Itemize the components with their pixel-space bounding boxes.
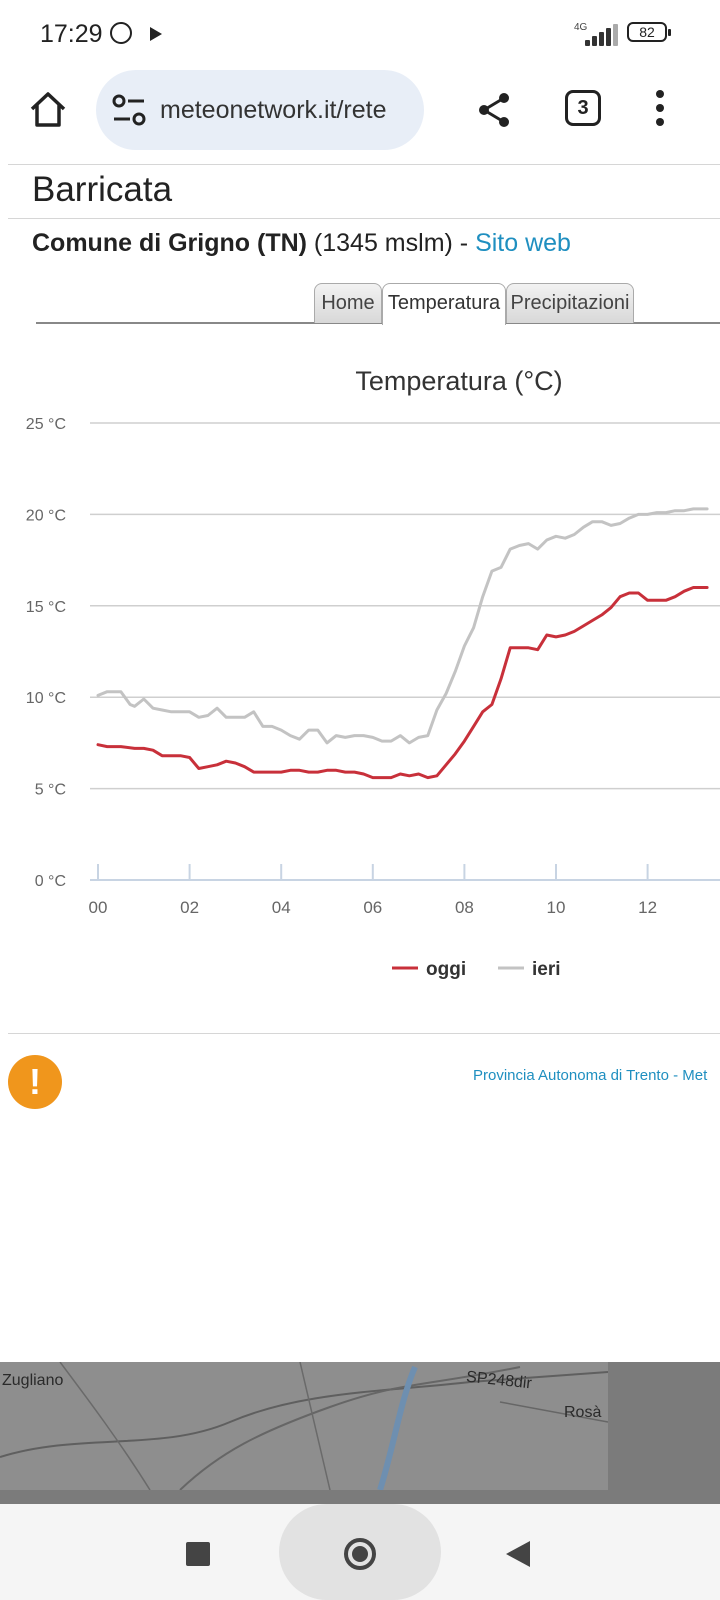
altitude: (1345 mslm) - [313, 229, 469, 257]
back-button[interactable] [506, 1541, 530, 1567]
browser-toolbar: meteonetwork.it/rete 3 [0, 66, 720, 156]
y-tick-label: 10 °C [26, 690, 66, 707]
website-link[interactable]: Sito web [475, 229, 571, 257]
home-button[interactable] [344, 1538, 376, 1570]
legend-label-ieri: ieri [532, 959, 561, 980]
x-tick-label: 12 [638, 898, 657, 917]
divider [8, 164, 720, 165]
network-type: 4G [574, 22, 588, 33]
map-label: Rosà [564, 1404, 602, 1421]
source-credit-link[interactable]: Provincia Autonoma di Trento - Met [473, 1067, 708, 1084]
series-line-ieri [96, 507, 709, 745]
tab-temperatura[interactable]: Temperatura [382, 283, 506, 325]
x-tick-label: 04 [272, 898, 291, 917]
map-preview[interactable]: Zugliano SP248dir Rosà [0, 1362, 720, 1504]
temperature-chart: Temperatura (°C) 0 °C 5 °C 10 °C 15 °C 20 °C… [26, 366, 720, 980]
tab-precipitazioni[interactable]: Precipitazioni [506, 283, 634, 323]
series-line-oggi [96, 586, 709, 780]
status-bar: 17:29 4G 82 [0, 0, 720, 66]
address-bar[interactable]: meteonetwork.it/rete [96, 70, 424, 150]
legend-label-oggi: oggi [426, 959, 466, 980]
divider [8, 218, 720, 219]
recents-button[interactable] [186, 1542, 210, 1566]
map-tiles: Zugliano SP248dir Rosà [0, 1362, 609, 1491]
page-title: Barricata [32, 170, 173, 209]
y-tick-label: 20 °C [26, 507, 66, 524]
share-icon[interactable] [474, 90, 514, 130]
y-tick-label: 0 °C [35, 873, 66, 890]
chart-title: Temperatura (°C) [355, 366, 562, 396]
y-tick-label: 25 °C [26, 416, 66, 433]
home-icon[interactable] [28, 90, 68, 130]
x-tick-label: 08 [455, 898, 474, 917]
divider [8, 1033, 720, 1034]
tab-switcher-button[interactable]: 3 [565, 90, 601, 126]
x-tick-label: 00 [89, 898, 108, 917]
overflow-menu-icon[interactable] [650, 90, 670, 130]
url-text[interactable]: meteonetwork.it/rete [160, 96, 387, 124]
status-time: 17:29 [40, 20, 103, 48]
signal-icon [583, 24, 619, 46]
warning-icon[interactable]: ! [8, 1055, 62, 1109]
map-label: Zugliano [2, 1372, 64, 1389]
x-tick-label: 06 [363, 898, 382, 917]
system-navigation-bar [0, 1504, 720, 1600]
municipality: Comune di Grigno (TN) [32, 229, 307, 257]
play-icon [150, 27, 162, 41]
y-tick-label: 15 °C [26, 599, 66, 616]
station-subtitle: Comune di Grigno (TN) (1345 mslm) - Sito… [32, 229, 571, 258]
whatsapp-icon [110, 22, 132, 44]
tab-home[interactable]: Home [314, 283, 382, 323]
battery-indicator: 82 [627, 22, 671, 42]
x-tick-label: 02 [180, 898, 199, 917]
map-roads [0, 1362, 609, 1491]
x-tick-label: 10 [547, 898, 566, 917]
y-tick-label: 5 °C [35, 782, 66, 799]
tabs-underline [36, 322, 720, 324]
site-settings-icon[interactable] [110, 92, 148, 128]
